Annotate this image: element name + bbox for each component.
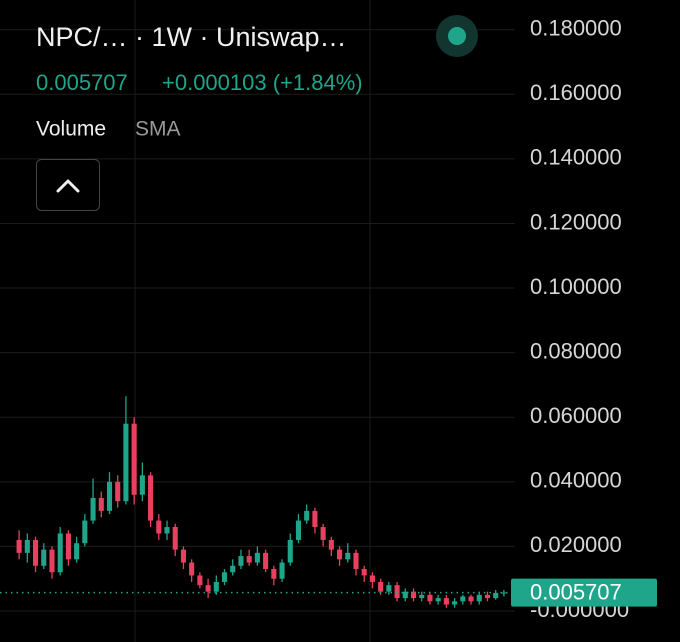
candle-body xyxy=(156,520,162,534)
y-tick-label: 0.140000 xyxy=(530,145,622,170)
candle-body xyxy=(82,520,88,544)
candle-body xyxy=(320,527,326,540)
chart-title: NPC/… · 1W · Uniswap… xyxy=(36,22,347,52)
button-frame[interactable] xyxy=(36,159,100,211)
candle-body xyxy=(49,549,55,573)
candle-body xyxy=(16,539,22,553)
candle-body xyxy=(90,497,96,521)
candle-body xyxy=(460,596,466,602)
candle-body xyxy=(452,601,458,605)
y-tick-label: 0.120000 xyxy=(530,209,622,234)
candle-body xyxy=(57,533,63,573)
candle-body xyxy=(246,556,252,563)
candle-body xyxy=(230,565,236,573)
y-tick-label: 0.020000 xyxy=(530,532,622,557)
candle-body xyxy=(180,549,186,563)
candle-body xyxy=(131,423,137,495)
indicator-name: Volume xyxy=(36,118,106,141)
y-tick-label: 0.080000 xyxy=(530,338,622,363)
candle-body xyxy=(386,585,392,592)
y-tick-label: 0.180000 xyxy=(530,16,622,41)
candle-body xyxy=(263,552,269,570)
candle-body xyxy=(312,510,318,528)
y-tick-label: 0.100000 xyxy=(530,274,622,299)
candle-body xyxy=(435,598,441,602)
chevron-up-icon[interactable] xyxy=(56,179,80,193)
candle-body xyxy=(279,562,285,579)
candle-body xyxy=(238,556,244,566)
candle-body xyxy=(24,539,30,553)
indicator-setting: SMA xyxy=(135,118,181,141)
candle-body xyxy=(345,552,351,560)
candle-body xyxy=(295,520,302,540)
last-price-label: 0.005707 xyxy=(530,579,622,604)
candle-body xyxy=(410,591,417,599)
candle-body xyxy=(254,552,260,563)
candle-body xyxy=(98,497,104,511)
candle-body xyxy=(65,533,71,560)
candle-body xyxy=(328,539,334,550)
candle-body xyxy=(394,585,400,599)
candle-body xyxy=(484,594,491,599)
candle-body xyxy=(493,592,499,599)
candle-body xyxy=(41,549,47,566)
candle-body xyxy=(369,575,375,582)
candle-body xyxy=(106,481,113,511)
y-tick-label: 0.040000 xyxy=(530,468,622,493)
candle-body xyxy=(213,581,219,592)
candle-body xyxy=(148,475,154,521)
candle-body xyxy=(419,594,425,599)
candle-body xyxy=(221,572,228,582)
candle-body xyxy=(164,527,170,534)
legend-price: 0.005707 xyxy=(36,70,128,95)
candle-body xyxy=(476,594,482,602)
candle-body xyxy=(378,581,384,592)
status-dot xyxy=(448,27,466,45)
candle-body xyxy=(304,510,310,521)
candle-body xyxy=(205,585,211,592)
candle-body xyxy=(427,594,433,602)
candle-body xyxy=(189,562,195,576)
candle-body xyxy=(402,591,408,599)
legend-change: +0.000103 (+1.84%) xyxy=(162,70,363,95)
candle-body xyxy=(337,549,343,560)
y-tick-label: 0.060000 xyxy=(530,403,622,428)
last-price-tag xyxy=(511,578,657,607)
candle-body xyxy=(139,475,145,495)
candle-body xyxy=(468,596,474,602)
candle-body xyxy=(271,569,277,579)
candle-body xyxy=(353,552,359,570)
candle-body xyxy=(443,598,449,605)
candle-body xyxy=(32,539,39,566)
candle-body xyxy=(74,543,80,560)
y-tick-label: 0.160000 xyxy=(530,80,622,105)
candle-body xyxy=(287,539,293,563)
candle-body xyxy=(123,423,129,502)
candle-body xyxy=(197,575,203,586)
collapse-button[interactable] xyxy=(36,159,100,211)
candle-body xyxy=(361,569,367,576)
candle-body xyxy=(501,592,507,594)
candle-body xyxy=(172,527,178,550)
candle-body xyxy=(115,481,121,502)
